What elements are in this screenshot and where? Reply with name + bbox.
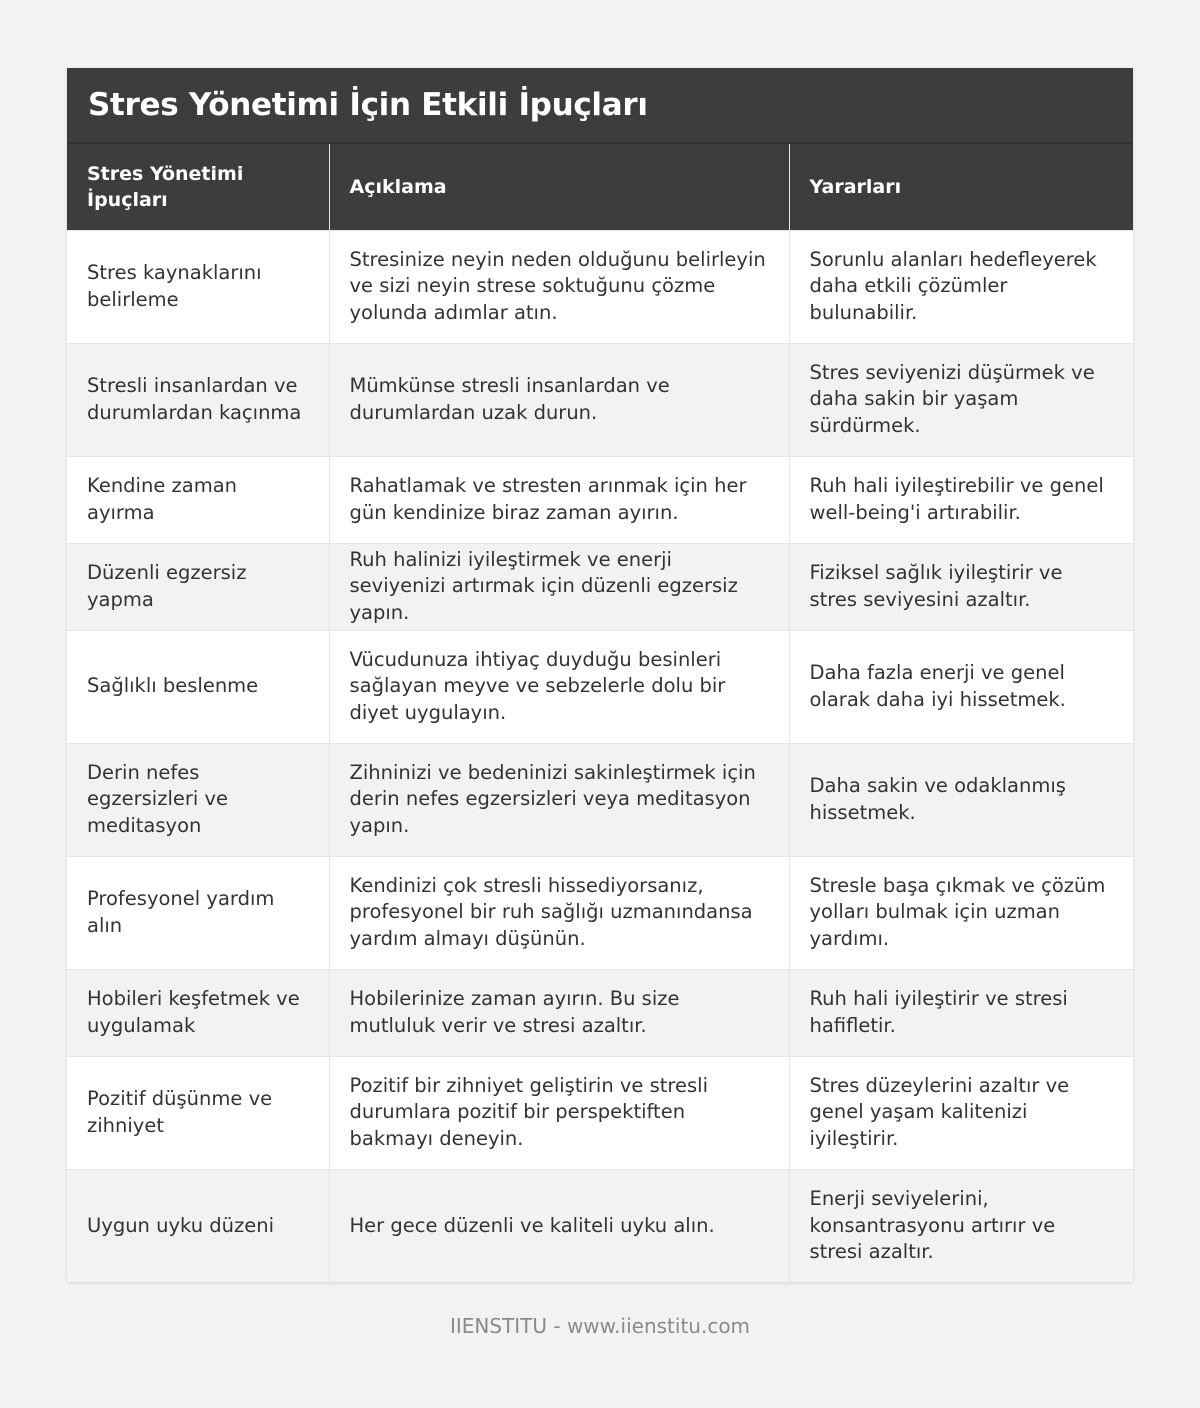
table-row: Hobileri keşfetmek ve uygulamak Hobileri… <box>67 968 1133 1056</box>
tip-cell: Stresli insanlardan ve durumlardan kaçın… <box>67 342 330 456</box>
column-header-description: Açıklama <box>329 144 790 230</box>
table-row: Stres kaynaklarını belirleme Stresinize … <box>67 229 1133 343</box>
benefits-cell: Fiziksel sağlık iyileştirir ve stres sev… <box>789 542 1133 630</box>
table-row: Uygun uyku düzeni Her gece düzenli ve ka… <box>67 1168 1133 1282</box>
benefits-cell: Ruh hali iyileştirebilir ve genel well-b… <box>789 455 1133 543</box>
benefits-cell: Ruh hali iyileştirir ve stresi hafifleti… <box>789 968 1133 1056</box>
benefits-cell: Enerji seviyelerini, konsantrasyonu artı… <box>789 1168 1133 1282</box>
table-row: Stresli insanlardan ve durumlardan kaçın… <box>67 342 1133 456</box>
table-header-row: Stres Yönetimi İpuçları Açıklama Yararla… <box>67 144 1133 230</box>
benefits-cell: Stres düzeylerini azaltır ve genel yaşam… <box>789 1055 1133 1169</box>
footer-credit: IIENSTITU - www.iienstitu.com <box>449 1314 751 1338</box>
description-cell: Zihninizi ve bedeninizi sakinleştirmek i… <box>329 742 790 856</box>
description-cell: Mümkünse stresli insanlardan ve durumlar… <box>329 342 790 456</box>
benefits-cell: Stresle başa çıkmak ve çözüm yolları bul… <box>789 855 1133 969</box>
benefits-cell: Stres seviyenizi düşürmek ve daha sakin … <box>789 342 1133 456</box>
tip-cell: Profesyonel yardım alın <box>67 855 330 969</box>
tip-cell: Derin nefes egzersizleri ve meditasyon <box>67 742 330 856</box>
description-cell: Her gece düzenli ve kaliteli uyku alın. <box>329 1168 790 1282</box>
benefits-cell: Daha fazla enerji ve genel olarak daha i… <box>789 629 1133 743</box>
tips-table: Stres Yönetimi İpuçları Açıklama Yararla… <box>67 144 1133 1282</box>
table-row: Sağlıklı beslenme Vücudunuza ihtiyaç duy… <box>67 629 1133 743</box>
tip-cell: Uygun uyku düzeni <box>67 1168 330 1282</box>
description-cell: Kendinizi çok stresli hissediyorsanız, p… <box>329 855 790 969</box>
table-row: Profesyonel yardım alın Kendinizi çok st… <box>67 855 1133 969</box>
benefits-cell: Daha sakin ve odaklanmış hissetmek. <box>789 742 1133 856</box>
table-row: Derin nefes egzersizleri ve meditasyon Z… <box>67 742 1133 856</box>
description-cell: Vücudunuza ihtiyaç duyduğu besinleri sağ… <box>329 629 790 743</box>
table-row: Düzenli egzersiz yapma Ruh halinizi iyil… <box>67 542 1133 630</box>
title-bar: Stres Yönetimi İçin Etkili İpuçları <box>67 68 1133 144</box>
benefits-cell: Sorunlu alanları hedefleyerek daha etkil… <box>789 229 1133 343</box>
tip-cell: Hobileri keşfetmek ve uygulamak <box>67 968 330 1056</box>
column-header-tips: Stres Yönetimi İpuçları <box>67 144 330 230</box>
description-cell: Ruh halinizi iyileştirmek ve enerji sevi… <box>329 542 790 630</box>
page-title: Stres Yönetimi İçin Etkili İpuçları <box>88 87 648 123</box>
table-row: Kendine zaman ayırma Rahatlamak ve stres… <box>67 455 1133 543</box>
tip-cell: Sağlıklı beslenme <box>67 629 330 743</box>
tip-cell: Stres kaynaklarını belirleme <box>67 229 330 343</box>
description-cell: Pozitif bir zihniyet geliştirin ve stres… <box>329 1055 790 1169</box>
column-header-benefits: Yararları <box>789 144 1133 230</box>
description-cell: Hobilerinize zaman ayırın. Bu size mutlu… <box>329 968 790 1056</box>
table-row: Pozitif düşünme ve zihniyet Pozitif bir … <box>67 1055 1133 1169</box>
description-cell: Rahatlamak ve stresten arınmak için her … <box>329 455 790 543</box>
tip-cell: Düzenli egzersiz yapma <box>67 542 330 630</box>
tips-card: Stres Yönetimi İçin Etkili İpuçları Stre… <box>67 68 1133 1282</box>
tip-cell: Pozitif düşünme ve zihniyet <box>67 1055 330 1169</box>
tip-cell: Kendine zaman ayırma <box>67 455 330 543</box>
description-cell: Stresinize neyin neden olduğunu belirley… <box>329 229 790 343</box>
